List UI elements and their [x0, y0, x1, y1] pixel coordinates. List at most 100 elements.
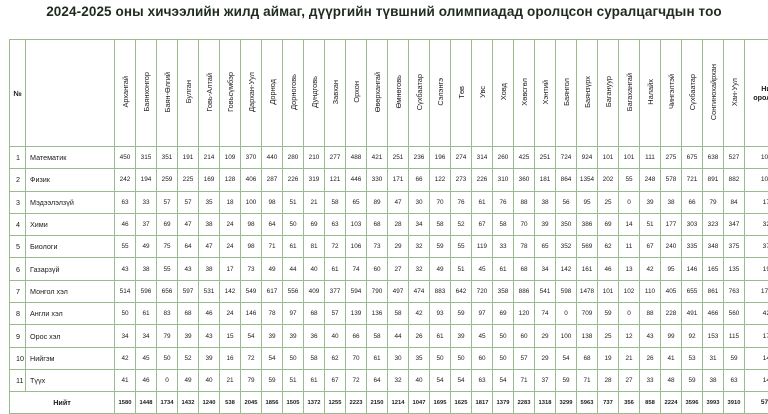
cell-value: 122	[430, 169, 451, 191]
cell-value: 63	[325, 213, 346, 235]
cell-value: 95	[661, 258, 682, 280]
column-total: 3993	[703, 392, 724, 414]
cell-value: 27	[619, 369, 640, 391]
cell-value: 98	[262, 191, 283, 213]
cell-value: 709	[577, 303, 598, 325]
cell-value: 386	[577, 213, 598, 235]
cell-value: 69	[493, 303, 514, 325]
cell-value: 50	[283, 213, 304, 235]
cell-value: 29	[388, 236, 409, 258]
cell-value: 48	[661, 369, 682, 391]
column-total: 1379	[493, 392, 514, 414]
cell-value: 1354	[577, 169, 598, 191]
cell-value: 358	[493, 280, 514, 302]
cell-value: 497	[388, 280, 409, 302]
column-total: 5963	[577, 392, 598, 414]
cell-value: 225	[178, 169, 199, 191]
cell-value: 0	[619, 303, 640, 325]
cell-value: 142	[556, 258, 577, 280]
cell-value: 642	[451, 280, 472, 302]
cell-value: 63	[724, 369, 745, 391]
column-total: 538	[220, 392, 241, 414]
cell-value: 50	[283, 347, 304, 369]
cell-value: 47	[178, 213, 199, 235]
cell-value: 277	[325, 147, 346, 169]
cell-value: 15	[220, 325, 241, 347]
header-province: Говьсүмбэр	[220, 40, 241, 147]
cell-value: 68	[514, 258, 535, 280]
row-number: 11	[10, 369, 26, 391]
cell-value: 39	[199, 347, 220, 369]
cell-value: 350	[556, 213, 577, 235]
cell-value: 102	[619, 280, 640, 302]
cell-value: 375	[724, 236, 745, 258]
cell-value: 68	[367, 213, 388, 235]
cell-value: 248	[640, 169, 661, 191]
cell-value: 47	[199, 236, 220, 258]
cell-value: 55	[115, 236, 136, 258]
header-province: Баянгол	[556, 40, 577, 147]
column-total: 1432	[178, 392, 199, 414]
row-total: 17002	[745, 280, 768, 302]
cell-value: 58	[430, 213, 451, 235]
cell-value: 28	[598, 369, 619, 391]
cell-value: 69	[304, 213, 325, 235]
cell-value: 110	[640, 280, 661, 302]
cell-value: 0	[157, 369, 178, 391]
cell-value: 406	[241, 169, 262, 191]
cell-value: 556	[283, 280, 304, 302]
cell-value: 883	[430, 280, 451, 302]
cell-value: 315	[136, 147, 157, 169]
cell-value: 569	[577, 236, 598, 258]
cell-value: 69	[157, 213, 178, 235]
cell-value: 138	[577, 325, 598, 347]
cell-value: 51	[283, 191, 304, 213]
cell-value: 142	[220, 280, 241, 302]
cell-value: 26	[409, 325, 430, 347]
cell-value: 46	[199, 303, 220, 325]
cell-value: 99	[661, 325, 682, 347]
header-province: Увс	[472, 40, 493, 147]
column-total: 1734	[157, 392, 178, 414]
header-province: Хөвсгөл	[514, 40, 535, 147]
cell-value: 111	[640, 147, 661, 169]
cell-value: 50	[430, 347, 451, 369]
cell-value: 474	[409, 280, 430, 302]
cell-value: 59	[262, 369, 283, 391]
cell-value: 597	[178, 280, 199, 302]
cell-value: 527	[724, 147, 745, 169]
cell-value: 47	[388, 191, 409, 213]
header-province-label: Говьсүмбэр	[226, 72, 235, 112]
cell-value: 12	[619, 325, 640, 347]
header-province: Дорноговь	[283, 40, 304, 147]
row-number: 6	[10, 258, 26, 280]
cell-value: 46	[115, 213, 136, 235]
subject-name: Математик	[26, 147, 115, 169]
cell-value: 76	[493, 191, 514, 213]
cell-value: 61	[493, 258, 514, 280]
cell-value: 54	[430, 369, 451, 391]
cell-value: 46	[598, 258, 619, 280]
cell-value: 17	[220, 258, 241, 280]
subject-name: Физик	[26, 169, 115, 191]
cell-value: 181	[535, 169, 556, 191]
column-total: 1047	[409, 392, 430, 414]
cell-value: 377	[325, 280, 346, 302]
row-total: 10866	[745, 169, 768, 191]
cell-value: 68	[178, 303, 199, 325]
cell-value: 106	[346, 236, 367, 258]
row-number: 5	[10, 236, 26, 258]
cell-value: 0	[619, 191, 640, 213]
cell-value: 348	[703, 236, 724, 258]
cell-value: 71	[262, 236, 283, 258]
cell-value: 54	[241, 325, 262, 347]
cell-value: 78	[262, 303, 283, 325]
subject-name: Түүх	[26, 369, 115, 391]
cell-value: 440	[262, 147, 283, 169]
column-total: 2224	[661, 392, 682, 414]
cell-value: 46	[136, 369, 157, 391]
cell-value: 64	[178, 236, 199, 258]
header-province-label: Дундговь	[310, 76, 319, 108]
cell-value: 310	[493, 169, 514, 191]
